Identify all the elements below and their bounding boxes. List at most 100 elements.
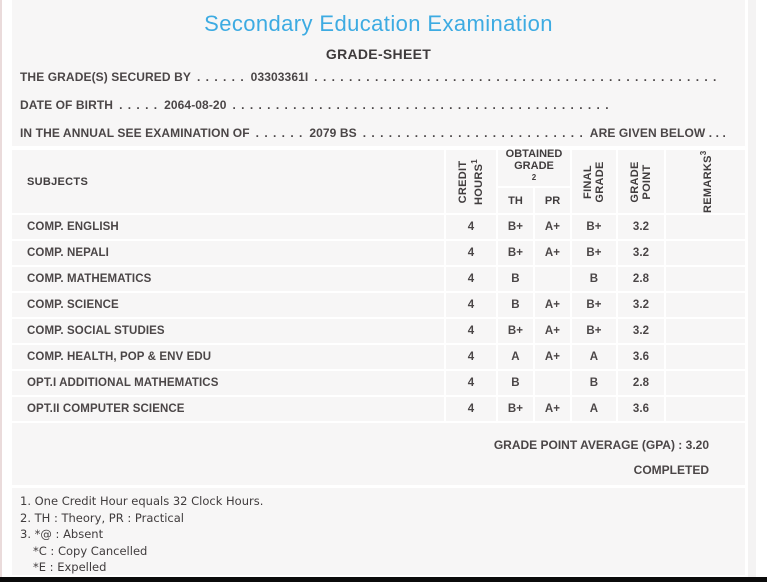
grade-sheet-subtitle: GRADE-SHEET [325,46,432,62]
dot-filler: . . . . . . . . . . . . . . . . . . . . … [314,70,718,84]
footnote-copy-cancelled: *C : Copy Cancelled [33,543,148,558]
info-line-exam-year: IN THE ANNUAL SEE EXAMINATION OF . . . .… [20,126,737,154]
final-grade-cell: A [572,397,616,421]
header-section: Secondary Education Examination GRADE-SH… [12,0,745,146]
th-grade-cell: B [498,371,533,395]
remarks-cell [666,371,745,395]
symbol-number-value: 03303361I [250,70,309,84]
table-row: COMP. SCIENCE 4 B A+ B+ 3.2 [12,293,745,317]
credit-hours-cell: 4 [446,267,496,291]
pr-grade-cell: A+ [535,397,570,421]
subject-cell: OPT.II COMPUTER SCIENCE [12,397,444,421]
th-grade-cell: B+ [498,241,533,265]
footnotes-section: 1. One Credit Hour equals 32 Clock Hours… [12,488,745,575]
subject-cell: COMP. HEALTH, POP & ENV EDU [12,345,444,369]
grade-point-cell: 3.2 [618,215,664,239]
th-grade-cell: B [498,267,533,291]
grade-point-cell: 3.2 [618,319,664,343]
remarks-cell [666,267,745,291]
date-of-birth-label: DATE OF BIRTH [20,98,114,112]
credit-hours-footnote-ref: 1 [470,158,480,164]
th-grade-cell: B+ [498,397,533,421]
table-row: COMP. ENGLISH 4 B+ A+ B+ 3.2 [12,215,745,239]
subject-cell: OPT.I ADDITIONAL MATHEMATICS [12,371,444,395]
pr-grade-cell [535,267,570,291]
credit-hours-cell: 4 [446,293,496,317]
subject-cell: COMP. MATHEMATICS [12,267,444,291]
grade-point-cell: 2.8 [618,267,664,291]
th-grade-cell: B+ [498,215,533,239]
pr-grade-cell: A+ [535,345,570,369]
candidate-info: THE GRADE(S) SECURED BY . . . . . . 0330… [12,62,745,154]
th-grade-cell: A [498,345,533,369]
dot-filler: . . . . . . [255,126,304,140]
column-header-credit-hours: CREDIT HOURS1 [446,150,496,213]
remarks-footnote-ref: 3 [698,150,708,155]
credit-hours-cell: 4 [446,397,496,421]
footnote-absent: 3. *@ : Absent [20,527,104,541]
date-of-birth-value: 2064-08-20 [164,98,227,112]
remarks-cell [666,319,745,343]
info-line-grades-secured-by: THE GRADE(S) SECURED BY . . . . . . 0330… [20,70,737,98]
column-header-pr: PR [535,188,570,213]
pr-grade-cell [535,371,570,395]
remarks-cell [666,397,745,421]
th-grade-cell: B [498,293,533,317]
pr-grade-cell: A+ [535,241,570,265]
table-row: OPT.II COMPUTER SCIENCE 4 B+ A+ A 3.6 [12,397,745,421]
credit-hours-cell: 4 [446,215,496,239]
pr-grade-cell: A+ [535,293,570,317]
final-grade-cell: B+ [572,293,616,317]
grade-sheet-panel: Secondary Education Examination GRADE-SH… [12,0,745,575]
are-given-below-text: ARE GIVEN BELOW . . . [589,126,726,140]
final-grade-cell: A [572,345,616,369]
grades-table-header: SUBJECTS CREDIT HOURS1 OBTAINED GRADE2 T… [12,148,745,213]
footnote-expelled: *E : Expelled [33,560,107,574]
grade-point-cell: 3.2 [618,241,664,265]
subject-cell: COMP. NEPALI [12,241,444,265]
info-line-date-of-birth: DATE OF BIRTH . . . . . 2064-08-20 . . .… [20,98,737,126]
grade-point-cell: 3.2 [618,293,664,317]
subject-cell: COMP. SCIENCE [12,293,444,317]
final-grade-cell: B+ [572,215,616,239]
pr-grade-cell: A+ [535,215,570,239]
dot-filler: . . . . . [119,98,159,112]
dot-filler: . . . . . . . . . . . . . . . . . . . . … [362,126,584,140]
grades-secured-by-label: THE GRADE(S) SECURED BY [20,70,191,84]
grade-point-cell: 3.6 [618,345,664,369]
gpa-line: GRADE POINT AVERAGE (GPA) : 3.20 [12,423,709,452]
dot-filler: . . . . . . . . . . . . . . . . . . . . … [232,98,610,112]
column-header-remarks: REMARKS3 [666,150,745,213]
final-grade-cell: B [572,267,616,291]
scrollbar-track [748,0,756,582]
final-grade-cell: B [572,371,616,395]
subject-cell: COMP. ENGLISH [12,215,444,239]
th-grade-cell: B+ [498,319,533,343]
table-row: COMP. SOCIAL STUDIES 4 B+ A+ B+ 3.2 [12,319,745,343]
column-header-final-grade: FINAL GRADE [572,150,616,213]
remarks-cell [666,345,745,369]
dot-filler: . . . . . . [196,70,245,84]
remarks-cell [666,293,745,317]
credit-hours-cell: 4 [446,345,496,369]
credit-hours-cell: 4 [446,371,496,395]
final-grade-cell: B+ [572,241,616,265]
table-row: COMP. NEPALI 4 B+ A+ B+ 3.2 [12,241,745,265]
table-row: COMP. HEALTH, POP & ENV EDU 4 A A+ A 3.6 [12,345,745,369]
exam-year-label: IN THE ANNUAL SEE EXAMINATION OF [20,126,250,140]
status-badge: COMPLETED [633,463,709,477]
grade-point-cell: 2.8 [618,371,664,395]
summary-section: GRADE POINT AVERAGE (GPA) : 3.20 COMPLET… [12,423,745,485]
column-header-grade-point: GRADE POINT [618,150,664,213]
column-header-subjects: SUBJECTS [12,150,444,213]
left-edge-strip [0,0,2,582]
bottom-black-bar [0,577,767,582]
credit-hours-cell: 4 [446,319,496,343]
exam-year-value: 2079 BS [309,126,357,140]
table-row: OPT.I ADDITIONAL MATHEMATICS 4 B B 2.8 [12,371,745,395]
final-grade-cell: B+ [572,319,616,343]
credit-hours-cell: 4 [446,241,496,265]
gpa-value: 3.20 [685,438,709,452]
footnote-th-pr: 2. TH : Theory, PR : Practical [20,510,184,525]
grade-point-cell: 3.6 [618,397,664,421]
